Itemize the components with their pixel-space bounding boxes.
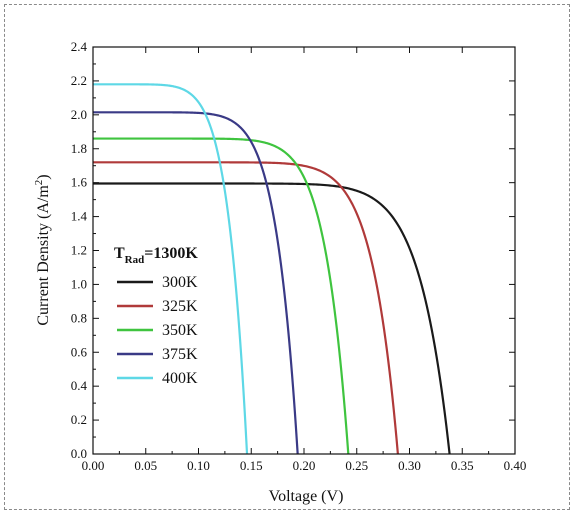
y-tick-label: 1.2 — [71, 243, 87, 258]
series-line-325K — [93, 161, 399, 455]
y-tick-label: 0.6 — [71, 344, 88, 359]
figure-frame — [4, 4, 570, 510]
y-tick-label: 1.4 — [71, 209, 88, 224]
y-tick-label: 0.2 — [71, 412, 87, 427]
x-tick-label: 0.15 — [240, 458, 263, 473]
legend-label-375K: 375K — [162, 346, 198, 363]
y-tick-label: 2.0 — [71, 107, 87, 122]
y-tick-label: 1.8 — [71, 141, 87, 156]
y-tick-label: 1.6 — [71, 175, 88, 190]
y-tick-label: 0.4 — [71, 378, 88, 393]
y-tick-label: 0.0 — [71, 446, 87, 461]
y-axis-label-superscript: 2 — [33, 180, 45, 186]
x-tick-label: 0.10 — [187, 458, 210, 473]
x-tick-label: 0.40 — [504, 458, 527, 473]
x-tick-label: 0.20 — [293, 458, 316, 473]
legend-title-main: T — [114, 245, 125, 262]
y-tick-label: 2.4 — [71, 39, 88, 54]
x-tick-label: 0.05 — [134, 458, 157, 473]
y-tick-label: 1.0 — [71, 276, 87, 291]
series-line-375K — [93, 111, 299, 455]
x-axis-label: Voltage (V) — [269, 488, 344, 505]
series-line-350K — [93, 137, 350, 455]
legend-title-subscript: Rad — [125, 254, 145, 266]
series-line-300K — [93, 182, 451, 455]
legend: TRad=1300K 300K 325K 350K 375K 400K — [114, 245, 198, 387]
x-tick-label: 0.00 — [82, 458, 105, 473]
legend-label-325K: 325K — [162, 298, 198, 315]
series-line-400K — [93, 83, 249, 455]
legend-title-rest: =1300K — [144, 245, 198, 262]
y-tick-label: 2.2 — [71, 73, 87, 88]
x-tick-label: 0.25 — [345, 458, 368, 473]
legend-label-400K: 400K — [162, 370, 198, 387]
axes: 0.00 0.05 0.10 0.15 0.20 0.25 0.30 0.35 0.40 0.0 0… — [71, 39, 527, 473]
x-tick-label: 0.35 — [451, 458, 474, 473]
legend-label-350K: 350K — [162, 322, 198, 339]
y-axis-label-main: Current Density (A/m — [35, 185, 52, 326]
legend-label-300K: 300K — [162, 274, 198, 291]
y-tick-label: 0.8 — [71, 310, 87, 325]
legend-title: TRad=1300K — [114, 245, 198, 266]
y-axis-label-suffix: ) — [35, 174, 52, 179]
x-tick-label: 0.30 — [398, 458, 421, 473]
y-axis-label: Current Density (A/m2) — [33, 174, 52, 325]
curves — [93, 83, 451, 455]
